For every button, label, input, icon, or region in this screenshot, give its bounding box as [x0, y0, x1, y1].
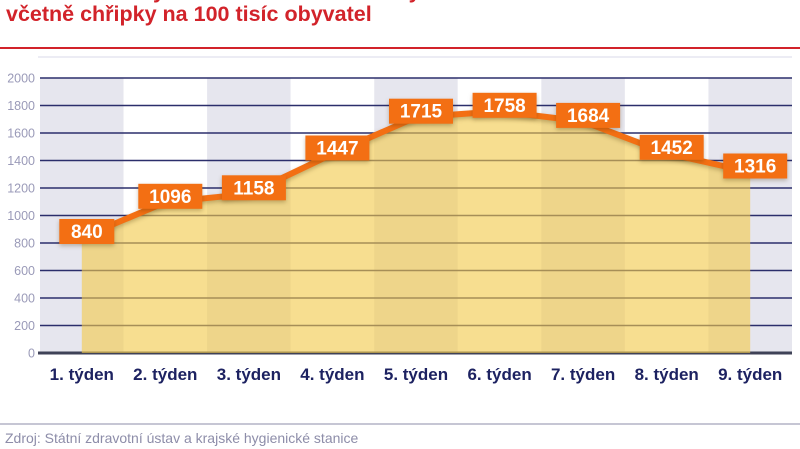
- chart-area: 0 200 400 600 800 1000 1200 1400 1600 1800 2000 840…: [0, 55, 800, 389]
- y-axis-tick-label: 800: [14, 237, 35, 251]
- value-label: 1684: [567, 106, 610, 127]
- value-label-box: [59, 219, 115, 244]
- x-axis-tick-label: 5. týden: [384, 365, 448, 384]
- value-label-box: [389, 98, 453, 124]
- chart-title-line1: Počet nemocných akutními infekcemi dýcha…: [6, 0, 550, 3]
- value-label: 1447: [316, 139, 358, 160]
- y-axis-tick-label: 1000: [7, 209, 35, 223]
- y-axis-tick-label: 400: [14, 292, 35, 306]
- area-fill: [81, 111, 751, 353]
- x-axis-tick-label: 7. týden: [551, 365, 615, 384]
- value-label: 1758: [483, 96, 525, 117]
- source-caption: Zdroj: Státní zdravotní ústav a krajské …: [5, 430, 359, 446]
- x-axis-tick-label: 6. týden: [467, 365, 531, 384]
- chart-title-line2: včetně chřipky na 100 tisíc obyvatel: [6, 2, 372, 26]
- y-axis-tick-label: 0: [28, 347, 35, 361]
- area-chart: 0 200 400 600 800 1000 1200 1400 1600 1800 2000 840…: [7, 56, 792, 384]
- value-label-box: [639, 134, 704, 160]
- value-label-box: [221, 175, 286, 201]
- x-axis-tick-label: 2. týden: [133, 365, 197, 384]
- x-axis-tick-label: 9. týden: [718, 365, 782, 384]
- value-label: 1715: [400, 102, 443, 123]
- value-label: 1452: [651, 138, 693, 159]
- x-axis-tick-label: 3. týden: [217, 365, 281, 384]
- value-label: 1316: [734, 157, 776, 178]
- value-label: 1158: [233, 178, 274, 199]
- y-axis-tick-label: 1400: [7, 154, 35, 168]
- y-axis-tick-label: 1600: [7, 127, 35, 141]
- value-label: 840: [71, 222, 103, 243]
- x-axis-tick-label: 1. týden: [50, 365, 114, 384]
- chart-title: Počet nemocných akutními infekcemi dýcha…: [6, 0, 550, 26]
- value-label-box: [472, 92, 537, 118]
- value-label: 1096: [149, 187, 191, 208]
- y-axis-tick-label: 200: [14, 319, 35, 333]
- y-axis-tick-label: 1200: [7, 182, 35, 196]
- title-divider: [0, 47, 800, 49]
- x-axis-tick-label: 4. týden: [300, 365, 364, 384]
- source-divider: [0, 423, 800, 425]
- value-label-box: [723, 153, 788, 179]
- value-label-box: [305, 135, 370, 161]
- y-axis-tick-label: 2000: [7, 72, 35, 86]
- y-axis-tick-label: 600: [14, 264, 35, 278]
- x-axis-tick-label: 8. týden: [635, 365, 699, 384]
- value-label-box: [556, 102, 621, 128]
- value-label-box: [138, 183, 203, 209]
- y-axis-tick-label: 1800: [7, 99, 35, 113]
